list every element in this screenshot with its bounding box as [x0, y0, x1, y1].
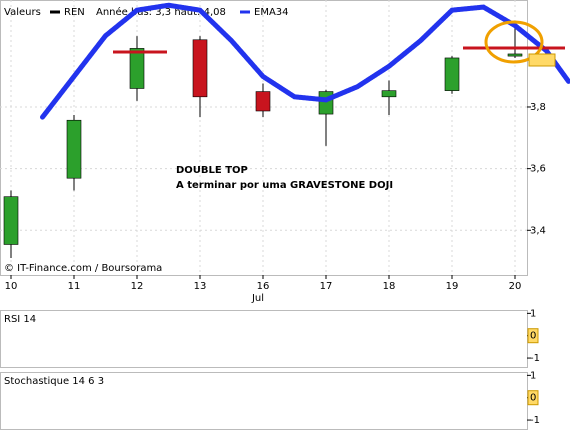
candle-body	[318, 91, 334, 115]
price-tag	[528, 53, 556, 67]
y-tick-label: 0	[530, 331, 536, 342]
panel-title: Stochastique 14 6 3	[4, 376, 104, 387]
x-tick-label: 17	[320, 281, 333, 292]
tick-box	[527, 390, 539, 406]
legend-label: REN	[64, 7, 85, 18]
annotation-text: DOUBLE TOP	[176, 165, 248, 176]
source: © IT-Finance.com / Boursorama	[4, 263, 162, 274]
candle-body	[192, 39, 208, 98]
y-tick-label: -1	[530, 415, 540, 426]
candle-body	[444, 57, 460, 91]
y-tick-label: 3,4	[530, 225, 546, 236]
candle-body	[381, 90, 397, 98]
x-tick-label: 13	[194, 281, 207, 292]
y-tick-label: -1	[530, 353, 540, 364]
x-tick-label: 10	[5, 281, 18, 292]
ema-line	[40, 2, 570, 120]
candle-body	[129, 48, 145, 89]
y-tick-label: 1	[530, 370, 536, 381]
y-tick-label: 3,6	[530, 164, 546, 175]
candle-body	[3, 196, 19, 245]
x-tick-label: 18	[383, 281, 396, 292]
panel-title: RSI 14	[4, 314, 36, 325]
plot-frame	[0, 0, 528, 276]
x-tick-label: 12	[131, 281, 144, 292]
candle-body	[507, 53, 523, 57]
x-tick-label: 11	[68, 281, 81, 292]
x-tick-label: 20	[509, 281, 522, 292]
y-tick-label: 0	[530, 393, 536, 404]
x-sublabel: Jul	[251, 293, 264, 304]
candle-body	[255, 91, 271, 112]
annotation-circle	[484, 20, 544, 64]
x-tick-label: 19	[446, 281, 459, 292]
legend-label: EMA34	[254, 7, 289, 18]
legend-header: Valeurs	[4, 7, 41, 18]
y-tick-label: 1	[530, 308, 536, 319]
annotation-text: A terminar por uma GRAVESTONE DOJI	[176, 180, 393, 191]
tick-box	[527, 328, 539, 344]
y-tick-label: 3,8	[530, 102, 546, 113]
x-tick-label: 16	[257, 281, 270, 292]
candle-body	[66, 119, 82, 179]
